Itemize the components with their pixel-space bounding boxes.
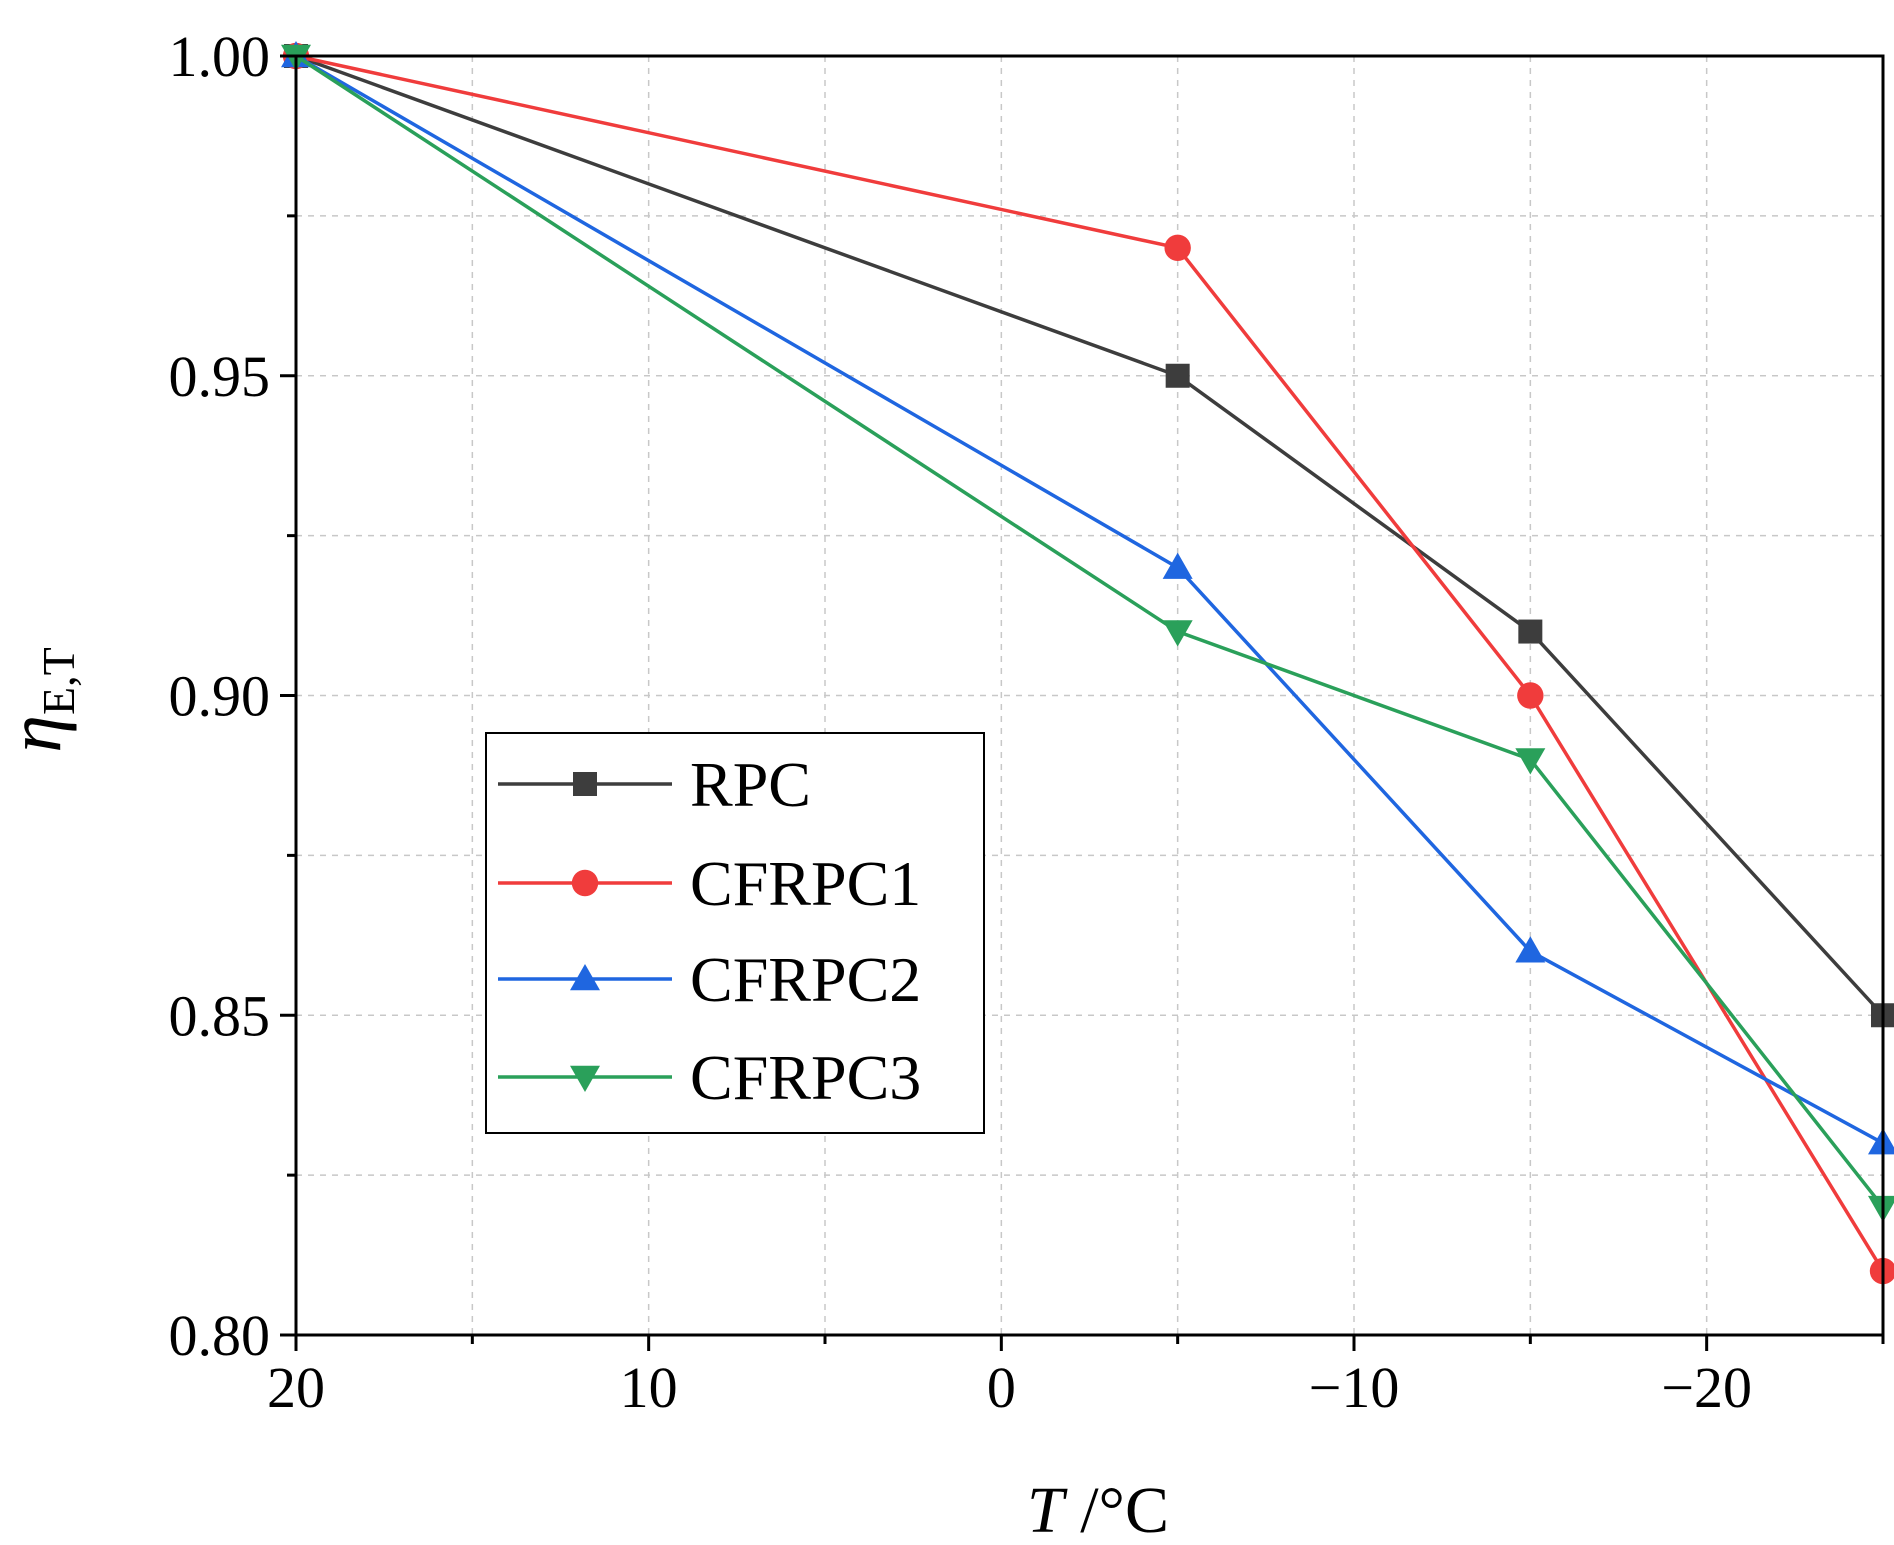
legend: RPC CFRPC1 CFRPC2 CFRPC3 — [485, 732, 985, 1134]
legend-marker-cfrpc3 — [570, 1065, 600, 1092]
y-tick-label: 0.95 — [169, 344, 271, 409]
series-cfrpc3 — [281, 44, 1894, 1223]
x-tick-label: 10 — [620, 1355, 678, 1420]
x-axis-symbol: T — [1027, 1474, 1068, 1545]
y-tick-label: 0.80 — [169, 1303, 271, 1368]
data-point-cfrpc1 — [1164, 234, 1191, 262]
series-line-cfrpc2 — [295, 54, 1884, 1145]
y-axis-title: ηE,T — [0, 647, 84, 752]
series-line-rpc — [295, 54, 1885, 1017]
x-axis-title: T /°C — [1027, 1474, 1169, 1545]
legend-item-cfrpc3: CFRPC3 — [498, 1042, 921, 1113]
data-point-cfrpc3 — [1515, 748, 1546, 775]
y-axis-symbol: η — [0, 715, 77, 753]
legend-item-cfrpc1: CFRPC1 — [498, 848, 921, 919]
legend-label-cfrpc1: CFRPC1 — [690, 848, 921, 919]
data-point-cfrpc2 — [1162, 552, 1193, 579]
x-axis-unit: /°C — [1064, 1474, 1169, 1545]
x-tick-label: 20 — [267, 1355, 325, 1420]
data-point-cfrpc2 — [1515, 936, 1546, 963]
data-point-cfrpc2 — [1868, 1128, 1894, 1155]
grid-lines — [296, 56, 1883, 1335]
data-point-cfrpc3 — [1162, 620, 1193, 647]
data-point-cfrpc1 — [1517, 682, 1544, 709]
axis-ticks: 20 10 0 −10 −20 0.80 0.85 0.90 0.95 1.00 — [169, 24, 1885, 1420]
series-line-cfrpc3 — [295, 54, 1885, 1209]
y-tick-label: 0.85 — [169, 983, 271, 1048]
legend-marker-cfrpc2 — [570, 964, 600, 991]
legend-marker-rpc — [573, 772, 597, 796]
data-point-rpc — [1518, 619, 1543, 644]
legend-label-cfrpc3: CFRPC3 — [690, 1042, 921, 1113]
y-tick-label: 0.90 — [169, 664, 271, 729]
legend-box — [485, 732, 985, 1134]
legend-label-rpc: RPC — [690, 749, 811, 820]
y-tick-label: 1.00 — [169, 24, 271, 89]
legend-item-rpc: RPC — [498, 749, 811, 820]
legend-item-cfrpc2: CFRPC2 — [498, 944, 921, 1015]
data-point-rpc — [1165, 363, 1190, 388]
data-point-cfrpc3 — [1868, 1195, 1894, 1223]
legend-marker-cfrpc1 — [571, 869, 599, 897]
legend-label-cfrpc2: CFRPC2 — [690, 944, 921, 1015]
x-tick-label: −20 — [1661, 1355, 1752, 1420]
y-axis-subscript: E,T — [33, 647, 84, 715]
x-tick-label: 0 — [987, 1355, 1016, 1420]
x-tick-label: −10 — [1309, 1355, 1400, 1420]
